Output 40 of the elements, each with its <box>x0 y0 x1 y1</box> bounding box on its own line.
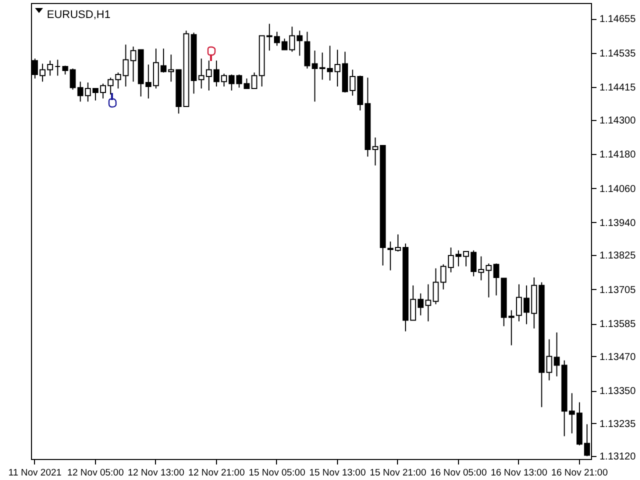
x-tick-label: 15 Nov 21:00 <box>370 468 426 478</box>
y-tick-label: 1.13470 <box>600 352 636 363</box>
x-tick-label: 12 Nov 21:00 <box>188 468 245 478</box>
x-tick-label: 15 Nov 13:00 <box>309 468 366 478</box>
candlestick <box>493 262 500 296</box>
x-tick-label: 11 Nov 2021 <box>8 468 62 478</box>
x-tick-label: 12 Nov 13:00 <box>128 468 184 478</box>
candlestick <box>251 72 258 89</box>
candlestick <box>70 68 76 90</box>
candlestick <box>432 268 439 305</box>
y-tick-label: 1.14180 <box>600 150 636 161</box>
candlestick <box>486 262 492 298</box>
x-tick-label: 16 Nov 21:00 <box>551 468 608 478</box>
y-tick-label: 1.13705 <box>600 284 636 296</box>
candlestick <box>130 46 136 82</box>
x-tick-label: 16 Nov 05:00 <box>430 468 487 478</box>
candlestick <box>546 338 552 381</box>
x-tick-label: 12 Nov 05:00 <box>67 468 124 478</box>
y-tick-label: 1.14415 <box>600 82 636 94</box>
y-tick-label: 1.13825 <box>600 250 636 262</box>
candlestick <box>304 31 310 70</box>
candlestick <box>312 50 318 102</box>
y-tick-label: 1.14655 <box>600 14 636 26</box>
text: EURUSD,H1 <box>46 9 110 21</box>
y-tick-label: 1.13235 <box>600 418 636 430</box>
y-tick-label: 1.13940 <box>600 218 636 229</box>
y-tick-label: 1.13350 <box>600 386 636 398</box>
y-tick-label: 1.14535 <box>600 48 636 60</box>
candlestick <box>425 284 432 322</box>
candlestick <box>244 78 250 89</box>
y-tick-label: 1.14060 <box>600 184 636 195</box>
candlestick <box>54 59 61 76</box>
x-tick-label: 15 Nov 05:00 <box>248 468 306 478</box>
x-tick-label: 16 Nov 13:00 <box>490 468 548 478</box>
y-tick-label: 1.13120 <box>600 452 636 463</box>
y-tick-label: 1.13585 <box>600 319 636 330</box>
y-tick-label: 1.14300 <box>600 115 636 126</box>
candlestick <box>122 44 129 88</box>
candlestick <box>372 137 378 166</box>
candlestick <box>554 332 560 377</box>
